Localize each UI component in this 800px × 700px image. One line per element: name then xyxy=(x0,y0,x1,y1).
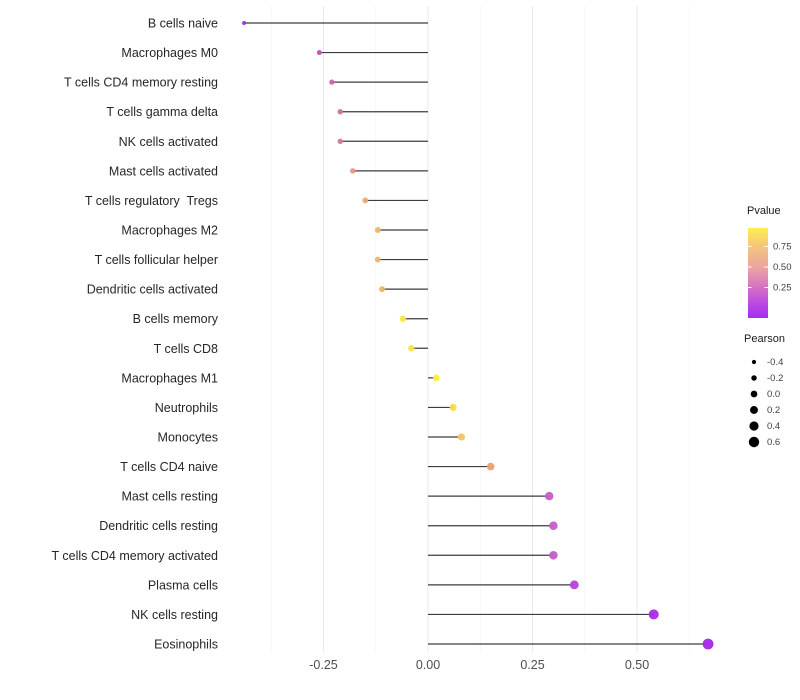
pearson-size-dot xyxy=(750,406,758,414)
pearson-legend-title: Pearson xyxy=(744,333,785,345)
pearson-size-dot xyxy=(751,375,757,381)
category-label: B cells memory xyxy=(133,312,219,326)
category-label: T cells follicular helper xyxy=(95,253,218,267)
lollipop-dot xyxy=(549,521,558,530)
lollipop-dot xyxy=(337,109,343,115)
category-label: T cells CD4 memory resting xyxy=(64,76,218,90)
category-label: T cells regulatory Tregs xyxy=(85,194,218,208)
lollipop-dot xyxy=(486,462,495,471)
pearson-size-dot xyxy=(749,421,759,431)
x-tick-label: -0.25 xyxy=(309,658,338,672)
category-label: Dendritic cells resting xyxy=(99,519,218,533)
category-label: Plasma cells xyxy=(148,578,218,592)
lollipop-dot xyxy=(449,403,457,411)
category-label: B cells naive xyxy=(148,17,218,31)
lollipop-dot xyxy=(648,609,659,620)
lollipop-dot xyxy=(432,374,440,382)
x-tick-label: 0.00 xyxy=(416,658,440,672)
pearson-size-dot xyxy=(748,436,760,448)
category-label: NK cells activated xyxy=(119,135,218,149)
lollipop-dot xyxy=(544,491,554,501)
category-label: T cells CD4 memory activated xyxy=(52,549,219,563)
lollipop-dot xyxy=(374,256,381,263)
lollipop-dot xyxy=(457,433,466,441)
category-label: T cells CD4 naive xyxy=(120,460,218,474)
lollipop-dot xyxy=(569,580,579,590)
x-tick-label: 0.50 xyxy=(625,658,649,672)
x-tick-label: 0.25 xyxy=(520,658,544,672)
category-label: T cells gamma delta xyxy=(106,105,218,119)
pearson-size-label: -0.4 xyxy=(767,357,783,368)
category-label: Eosinophils xyxy=(154,638,218,652)
lollipop-dot xyxy=(549,551,558,560)
category-label: Neutrophils xyxy=(155,401,218,415)
category-label: Monocytes xyxy=(158,431,218,445)
pearson-size-label: 0.0 xyxy=(767,389,780,400)
lollipop-dot xyxy=(702,638,714,650)
pearson-size-dot xyxy=(751,359,757,365)
lollipop-dot xyxy=(408,345,415,352)
pvalue-tick-label: 0.75 xyxy=(773,242,792,253)
category-label: Mast cells activated xyxy=(109,164,218,178)
pearson-size-label: 0.6 xyxy=(767,437,780,448)
category-label: Mast cells resting xyxy=(121,490,218,504)
lollipop-dot xyxy=(337,138,343,144)
pvalue-colorbar xyxy=(748,228,768,318)
pearson-size-label: 0.2 xyxy=(767,405,780,416)
lollipop-dot xyxy=(349,168,356,174)
pearson-size-label: 0.4 xyxy=(767,421,780,432)
lollipop-dot xyxy=(399,315,407,322)
category-label: T cells CD8 xyxy=(154,342,218,356)
category-label: Macrophages M0 xyxy=(121,46,218,60)
category-label: Dendritic cells activated xyxy=(87,283,218,297)
lollipop-dot xyxy=(379,286,386,293)
pvalue-legend-title: Pvalue xyxy=(747,205,781,217)
pearson-size-label: -0.2 xyxy=(767,373,783,384)
lollipop-dot xyxy=(362,197,369,204)
lollipop-dot xyxy=(329,79,335,85)
pearson-size-dot xyxy=(750,390,758,398)
lollipop-dot xyxy=(374,227,381,233)
lollipop-dot xyxy=(316,50,322,56)
pvalue-tick-label: 0.25 xyxy=(773,283,792,294)
pvalue-tick-label: 0.50 xyxy=(773,262,792,273)
category-label: Macrophages M1 xyxy=(121,371,218,385)
category-label: NK cells resting xyxy=(131,608,218,622)
lollipop-dot xyxy=(242,21,247,25)
category-label: Macrophages M2 xyxy=(121,224,218,238)
